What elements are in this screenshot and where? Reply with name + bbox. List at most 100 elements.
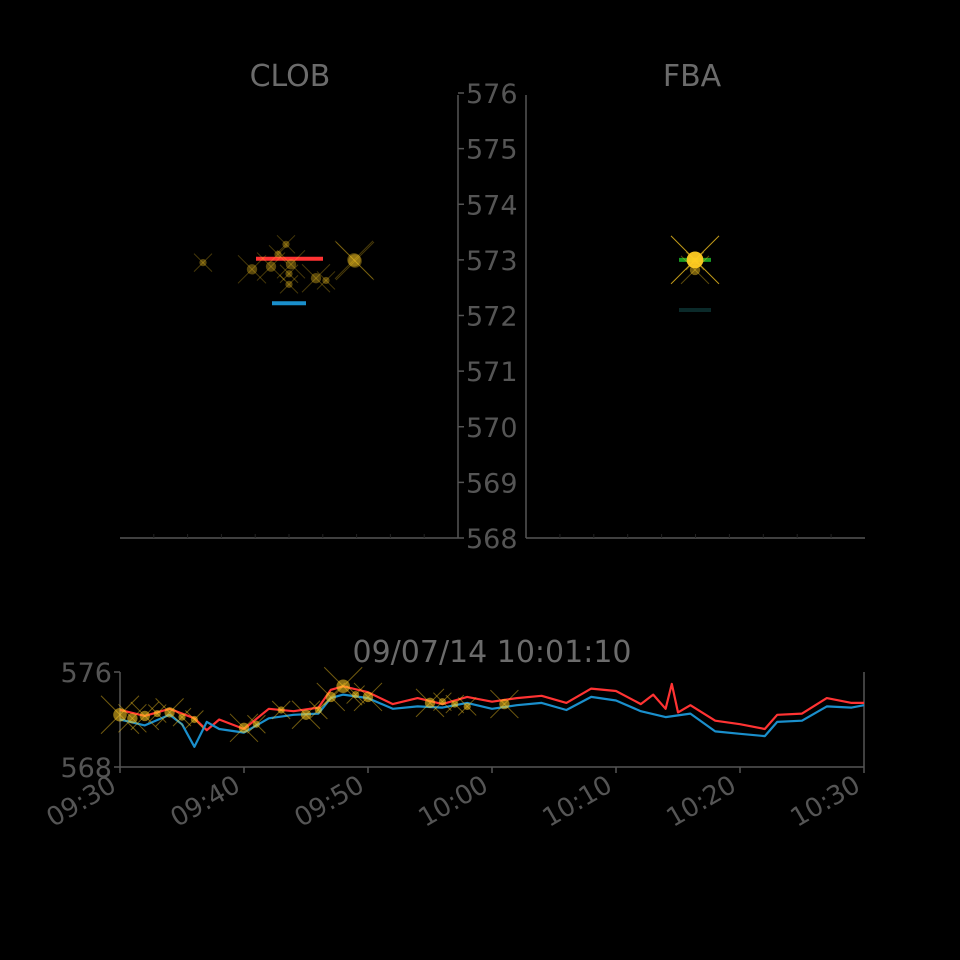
clob-trade-4-x2 [268,244,288,264]
clob-trade-4-x1 [268,244,288,264]
timeline-trade-6-dot [190,715,198,724]
timeline-title: 09/07/14 10:01:10 [352,635,631,670]
clob-trade-6 [301,263,331,293]
clob-trade-4-dot [274,250,282,258]
timeline-trade-4-dot [164,707,175,718]
timeline-trade-15 [353,682,383,712]
fba-panel: FBA 576 575 574 573 572 571 570 569 568 [458,59,865,555]
clob-trade-0-x2 [335,241,375,281]
timeline-trade-19 [457,697,477,716]
timeline-trade-15-dot [362,691,374,703]
timeline-trade-9-dot [277,706,285,714]
timeline-trade-7-dot [238,722,250,734]
clob-trade-8-x2 [334,240,374,280]
fba-trade-2-dot [691,257,699,265]
clob-trade-10 [279,264,299,284]
timeline-trade-12-dot [325,691,336,703]
timeline-trade-2 [130,701,160,731]
fba-trade-1-x2 [680,255,710,285]
price-tick-label-5: 571 [466,357,518,388]
timeline-trade-11 [309,700,328,720]
clob-trade-9-x2 [193,253,213,273]
timeline-trade-1 [118,703,147,733]
clob-trade-3 [276,249,306,279]
clob-trade-11 [316,271,336,290]
timeline-trade-6 [185,710,204,729]
timeline-y-ticks: 576 568 [60,658,120,784]
timeline-trade-2-dot [139,710,150,722]
clob-trade-6-x2 [301,263,331,293]
timeline-trade-19-dot [463,702,471,711]
clob-trade-10-dot [285,270,293,278]
clob-trade-0-x1 [335,241,375,281]
clob-trade-1-x2 [237,254,267,284]
clob-trade-9-dot [199,259,207,267]
timeline-trade-0-dot [113,707,127,722]
timeline-trade-0 [100,695,140,735]
fba-trade-1 [680,255,710,285]
clob-panel: CLOB [120,59,459,539]
timeline-trade-3-dot [153,709,161,718]
clob-trade-0-dot [348,254,362,268]
timeline-y-tick-label-0: 576 [60,658,112,689]
clob-marks [153,234,425,538]
clob-trade-8 [334,240,374,280]
clob-trade-10-x1 [279,264,299,284]
fba-trade-2-x1 [685,251,705,271]
fba-marks [559,235,832,538]
timeline-trade-11-dot [314,706,322,714]
clob-trade-8-dot [347,253,361,267]
clob-trade-6-dot [310,273,322,284]
clob-trade-2-x1 [256,252,286,281]
timeline-trade-20-dot [499,698,510,710]
clob-trade-9-x1 [193,253,213,273]
clob-trade-1-dot [246,264,258,275]
timeline-trade-17 [433,692,452,712]
price-tick-label-8: 568 [466,524,518,555]
clob-trade-7-x1 [279,274,299,294]
timeline-trade-10 [291,700,321,730]
fba-trade-0 [670,235,720,285]
price-tick-label-3: 573 [466,246,518,277]
clob-trade-2-x2 [256,252,286,281]
clob-trade-2-dot [265,261,277,272]
timeline-trade-5 [172,707,192,727]
clob-trade-9 [193,253,213,273]
timeline-y-tick-label-1: 568 [60,753,112,784]
clob-trade-3-x2 [276,249,306,279]
clob-trade-1 [237,254,267,284]
timeline-trade-5-dot [178,713,186,721]
fba-trade-0-dot [686,251,704,269]
price-tick-label-4: 572 [466,302,518,333]
price-tick-label-0: 576 [466,79,518,110]
clob-trade-5 [276,234,296,254]
clob-trade-0 [335,241,375,281]
clob-trade-1-x1 [237,254,267,284]
price-y-ticks: 576 575 574 573 572 571 570 569 568 [458,79,518,555]
timeline-trade-18 [445,694,465,714]
timeline-trade-13-dot [336,679,351,694]
timeline-trade-9 [271,700,291,720]
clob-trade-11-x2 [316,271,336,290]
clob-trade-11-dot [322,276,330,285]
clob-title: CLOB [250,59,331,94]
timeline-trade-14-dot [352,690,360,699]
clob-trade-5-x1 [276,234,296,254]
timeline-trade-4 [155,698,184,727]
timeline-trade-3 [147,704,167,723]
price-tick-label-6: 570 [466,413,518,444]
clob-trade-7-x2 [279,274,299,294]
clob-trade-4 [268,244,288,264]
clob-trade-3-x1 [276,249,306,279]
clob-trade-10-x2 [279,264,299,284]
timeline-trade-1-dot [127,713,138,724]
clob-trade-2 [256,252,286,281]
timeline-trade-8 [247,714,266,734]
fba-trade-2 [685,251,705,271]
timeline-trade-10-dot [300,709,312,720]
clob-trade-5-dot [282,240,290,248]
timeline-trade-16 [415,688,445,718]
timeline-trade-8-dot [252,720,260,728]
